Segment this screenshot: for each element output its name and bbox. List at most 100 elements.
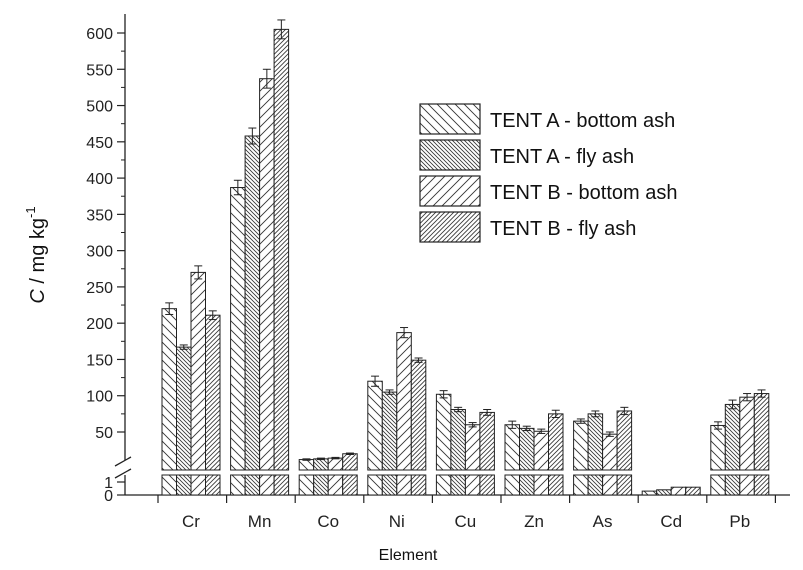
bar — [327, 457, 344, 471]
bar — [587, 413, 604, 471]
bar-lower-segment — [396, 474, 412, 496]
bar-lower-segment — [327, 474, 344, 496]
y-tick-label: 550 — [86, 62, 113, 79]
x-category-label: Mn — [248, 512, 272, 531]
bar-lower-segment — [464, 474, 481, 496]
bar-lower-segment — [205, 474, 221, 496]
bar-lower-segment — [273, 474, 290, 496]
legend: TENT A - bottom ash TENT A - fly ash TENT … — [419, 103, 677, 243]
bar-lower-segment — [450, 474, 466, 496]
bar — [313, 458, 329, 471]
legend-label: TENT B - fly ash — [490, 218, 636, 240]
x-axis-title: Element — [379, 547, 438, 564]
bar-lower-segment — [739, 474, 755, 496]
bar-lower-segment — [602, 474, 618, 496]
legend-swatch — [419, 211, 481, 243]
bar-lower-segment — [753, 474, 770, 496]
legend-label: TENT B - bottom ash — [490, 182, 677, 204]
axis-break-mark — [114, 468, 132, 479]
y-tick-label: 0 — [104, 488, 113, 505]
y-tick-label: 500 — [86, 99, 113, 116]
bar-lower-segment — [342, 474, 358, 496]
bar — [450, 409, 466, 471]
y-tick-label: 100 — [86, 389, 113, 406]
y-axis: 50 100 150 200 250 300 350 400 450 500 550 600 01 — [86, 14, 132, 505]
x-category-label: Zn — [524, 512, 544, 531]
axis-break-mark — [114, 456, 132, 467]
bar — [205, 314, 221, 471]
bar — [519, 427, 535, 471]
bar-lower-segment — [381, 474, 398, 496]
bar-lower-segment — [616, 474, 633, 496]
bar — [298, 459, 315, 471]
legend-swatch — [419, 175, 481, 207]
legend-label: TENT A - bottom ash — [490, 110, 675, 132]
bar-lower-segment — [161, 474, 177, 496]
bar — [479, 411, 495, 471]
bar — [616, 410, 633, 471]
bar-lower-segment — [533, 474, 549, 496]
bar — [685, 486, 701, 496]
bar-lower-segment — [479, 474, 495, 496]
bar — [710, 424, 726, 471]
legend-swatch — [419, 103, 481, 135]
bar — [656, 489, 672, 496]
bar — [230, 187, 246, 471]
bar — [259, 78, 275, 471]
bar — [435, 393, 452, 471]
x-category-label: Cu — [455, 512, 477, 531]
y-axis-title-exponent: -1 — [23, 206, 38, 218]
bar — [504, 424, 520, 471]
bar — [641, 490, 658, 496]
y-axis-title-symbol: C — [27, 289, 49, 304]
bar-lower-segment — [176, 474, 192, 496]
bar — [161, 308, 177, 471]
bar-lower-segment — [519, 474, 535, 496]
bar-lower-segment — [298, 474, 315, 496]
bar-lower-segment — [244, 474, 261, 496]
bar — [533, 430, 549, 471]
bar — [410, 359, 427, 471]
bar — [573, 420, 589, 471]
bar — [724, 403, 741, 471]
bar-lower-segment — [724, 474, 741, 496]
bar-lower-segment — [367, 474, 383, 496]
bar — [342, 453, 358, 471]
bar-lower-segment — [259, 474, 275, 496]
y-axis-title: C / mg kg-1 — [23, 206, 49, 303]
bar-lower-segment — [230, 474, 246, 496]
bar-lower-segment — [410, 474, 427, 496]
bar-lower-segment — [313, 474, 329, 496]
y-tick-label: 600 — [86, 26, 113, 43]
bar-lower-segment — [573, 474, 589, 496]
y-tick-label: 1 — [104, 475, 113, 492]
bar-lower-segment — [504, 474, 520, 496]
x-category-label: As — [593, 512, 613, 531]
y-tick-label: 50 — [95, 425, 113, 442]
y-tick-label: 200 — [86, 316, 113, 333]
bar — [670, 486, 687, 496]
y-tick-label: 300 — [86, 244, 113, 261]
x-category-label: Cr — [182, 512, 200, 531]
bar-lower-segment — [190, 474, 206, 496]
bar-lower-segment — [587, 474, 604, 496]
legend-swatch — [419, 139, 481, 171]
x-category-label: Pb — [729, 512, 750, 531]
y-tick-label: 450 — [86, 135, 113, 152]
bar — [381, 391, 398, 471]
bar — [464, 424, 481, 471]
y-tick-label: 250 — [86, 280, 113, 297]
bar-lower-segment — [435, 474, 452, 496]
legend-label: TENT A - fly ash — [490, 146, 634, 168]
bar-lower-segment — [710, 474, 726, 496]
bar — [190, 271, 206, 471]
bar — [396, 332, 412, 471]
x-category-labels: Cr Mn Co Ni Cu Zn As Cd Pb — [182, 512, 750, 531]
bar — [548, 413, 564, 471]
y-tick-label: 350 — [86, 207, 113, 224]
bar — [602, 433, 618, 471]
x-axis — [125, 494, 790, 503]
bar — [753, 393, 770, 471]
y-tick-label: 150 — [86, 352, 113, 369]
